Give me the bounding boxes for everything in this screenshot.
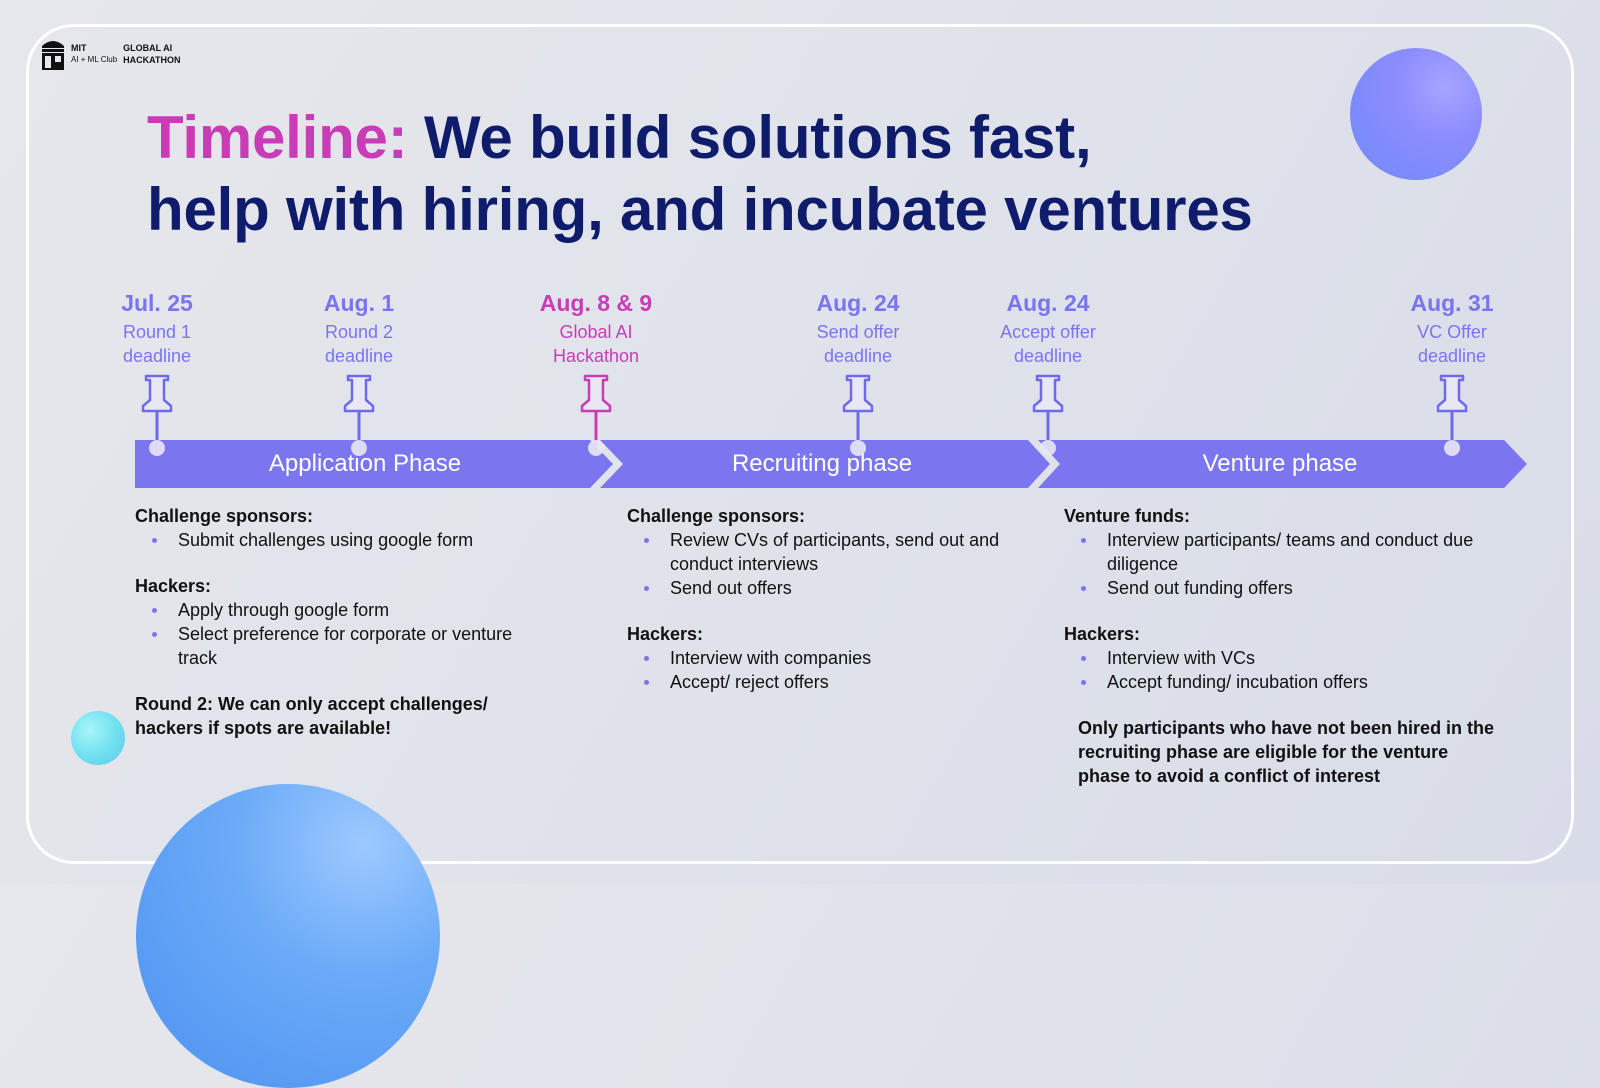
milestone-aug-24-send: Aug. 24 Send offer deadline [778, 288, 938, 368]
round2-note: Round 2: We can only accept challenges/ … [135, 694, 488, 738]
hackers-list: Interview with companies Accept/ reject … [627, 646, 1007, 694]
pushpin-icon [343, 374, 375, 458]
pushpin-icon [141, 374, 173, 458]
milestone-label: Round 2 deadline [324, 322, 394, 366]
title-line1-rest: We build solutions fast, [423, 104, 1092, 171]
venture-eligibility-note: Only participants who have not been hire… [1078, 718, 1495, 786]
phase-arrow-recruiting [600, 440, 1050, 488]
title-highlight: Timeline: [147, 104, 408, 171]
list-item: Review CVs of participants, send out and… [644, 528, 1007, 576]
hackers-heading: Hackers: [627, 624, 704, 644]
pushpin-icon [1436, 374, 1468, 458]
list-item: Select preference for corporate or ventu… [152, 622, 555, 670]
list-item: Accept/ reject offers [644, 670, 1007, 694]
phase-arrow-venture [1038, 440, 1527, 488]
sponsors-list: Review CVs of participants, send out and… [627, 528, 1007, 600]
logo-club-name: MIT AI + ML Club [71, 43, 117, 65]
milestone-label: Round 1 deadline [122, 322, 192, 366]
list-item: Send out offers [644, 576, 1007, 600]
list-item: Send out funding offers [1081, 576, 1504, 600]
slide-frame [26, 24, 1574, 864]
phase-label-application: Application Phase [268, 450, 462, 477]
hackers-list: Interview with VCs Accept funding/ incub… [1064, 646, 1504, 694]
pushpin-icon [842, 374, 874, 458]
logo-event-line2: HACKATHON [123, 55, 181, 65]
list-item: Interview with companies [644, 646, 1007, 670]
milestone-aug-24-accept: Aug. 24 Accept offer deadline [968, 288, 1128, 368]
logo: MIT AI + ML Club GLOBAL AI HACKATHON [40, 36, 181, 72]
milestone-label: Global AI Hackathon [552, 322, 640, 366]
list-item: Submit challenges using google form [152, 528, 555, 552]
milestone-label: Accept offer deadline [1000, 322, 1096, 366]
hackers-heading: Hackers: [1064, 624, 1141, 644]
funds-list: Interview participants/ teams and conduc… [1064, 528, 1504, 600]
milestone-aug-31: Aug. 31 VC Offer deadline [1372, 288, 1532, 368]
milestone-date: Jul. 25 [121, 290, 193, 316]
page-title: Timeline: We build solutions fast, help … [147, 102, 1253, 246]
milestone-date: Aug. 24 [816, 290, 900, 316]
decorative-orb-left [71, 711, 125, 765]
logo-event-name: GLOBAL AI HACKATHON [123, 42, 180, 66]
sponsors-list: Submit challenges using google form [135, 528, 555, 552]
list-item: Interview participants/ teams and conduc… [1081, 528, 1504, 576]
list-item: Accept funding/ incubation offers [1081, 670, 1504, 694]
sponsors-heading: Challenge sponsors: [135, 506, 314, 526]
pushpin-icon [580, 374, 612, 458]
column-venture: Venture funds: Interview participants/ t… [1064, 504, 1504, 788]
milestone-aug-8-9: Aug. 8 & 9 Global AI Hackathon [516, 288, 676, 368]
milestone-date: Aug. 1 [323, 290, 395, 316]
title-line-2: help with hiring, and incubate ventures [147, 176, 1253, 243]
funds-heading: Venture funds: [1064, 506, 1191, 526]
decorative-orb-top-right [1350, 48, 1482, 180]
phase-band [135, 440, 1527, 488]
column-recruiting: Challenge sponsors: Review CVs of partic… [627, 504, 1007, 694]
milestone-label: Send offer deadline [816, 322, 900, 366]
phase-label-venture: Venture phase [1202, 450, 1358, 477]
list-item: Apply through google form [152, 598, 555, 622]
milestone-label: VC Offer deadline [1417, 322, 1487, 366]
sponsors-heading: Challenge sponsors: [627, 506, 806, 526]
hackers-list: Apply through google form Select prefere… [135, 598, 555, 670]
logo-event-line1: GLOBAL AI [123, 43, 173, 53]
mit-building-icon [42, 41, 64, 70]
title-line-1: Timeline: We build solutions fast, [147, 102, 1253, 174]
phase-label-recruiting: Recruiting phase [731, 450, 913, 477]
column-application: Challenge sponsors: Submit challenges us… [135, 504, 555, 740]
list-item: Interview with VCs [1081, 646, 1504, 670]
logo-org-line2: AI + ML Club [71, 55, 118, 64]
pushpin-icon [1032, 374, 1064, 458]
milestone-date: Aug. 31 [1410, 290, 1494, 316]
phase-arrow-application [135, 440, 613, 488]
hackers-heading: Hackers: [135, 576, 212, 596]
milestone-aug-1: Aug. 1 Round 2 deadline [279, 288, 439, 368]
milestone-jul-25: Jul. 25 Round 1 deadline [77, 288, 237, 368]
milestone-date: Aug. 24 [1006, 290, 1090, 316]
milestone-date: Aug. 8 & 9 [539, 290, 653, 316]
logo-org-line1: MIT [71, 43, 87, 53]
